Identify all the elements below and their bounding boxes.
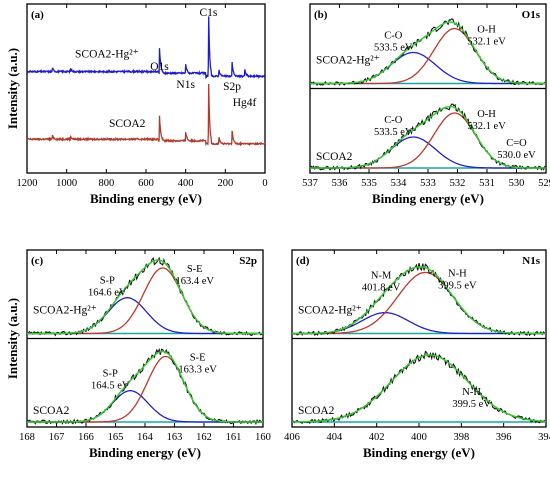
peak-label: N-H: [462, 387, 481, 398]
fit-component: [27, 267, 263, 335]
peak-label: N-H: [448, 268, 467, 279]
peak-label: O-H: [477, 25, 496, 36]
series-label: SCOA2: [109, 118, 146, 130]
x-tick-label: 1200: [17, 178, 38, 189]
x-tick-label: 396: [496, 432, 512, 443]
sample-label: SCOA2-Hg²⁺: [298, 305, 362, 317]
x-tick-label: 400: [178, 178, 194, 189]
x-tick-label: 200: [217, 178, 233, 189]
x-tick-label: 533: [420, 178, 436, 189]
sample-label: SCOA2-Hg²⁺: [316, 55, 380, 67]
fit-envelope: [27, 259, 263, 335]
x-tick-label: 530: [509, 178, 525, 189]
peak-energy: 399.5 eV: [438, 280, 477, 291]
region-label: N1s: [522, 255, 540, 267]
panel-label: (b): [314, 9, 328, 21]
region-label: S2p: [239, 255, 257, 267]
peak-energy: 530.0 eV: [497, 150, 536, 161]
peak-label: S-E: [190, 352, 206, 363]
peak-label: O-H: [477, 109, 496, 120]
x-tick-label: 534: [391, 178, 408, 189]
peak-label-c1s: C1s: [200, 7, 218, 19]
fit-envelope: [292, 266, 545, 335]
fit-envelope: [292, 354, 545, 423]
peak-label: C-O: [384, 115, 403, 126]
x-axis-label: Binding energy (eV): [90, 191, 202, 206]
x-tick-label: 168: [19, 432, 35, 443]
peak-energy: 164.5 eV: [91, 381, 130, 392]
peak-energy: 164.6 eV: [88, 288, 127, 299]
x-tick-label: 600: [138, 178, 154, 189]
raw-spectrum: [309, 18, 547, 86]
x-tick-label: 163: [167, 432, 183, 443]
x-tick-label: 160: [255, 432, 271, 443]
peak-label: C-O: [384, 30, 403, 41]
x-tick-label: 800: [98, 178, 114, 189]
x-tick-label: 161: [226, 432, 242, 443]
peak-energy: 533.5 eV: [374, 127, 413, 138]
panel-3: 406 404 402 400 398 396 394 Binding energy (eV)…: [284, 249, 550, 460]
panel-0: 1200 1000 800 600 400 200 0 Binding energy (eV)…: [5, 3, 268, 206]
x-axis-label: Binding energy (eV): [363, 445, 475, 460]
x-tick-label: 406: [284, 432, 300, 443]
sample-label: SCOA2-Hg²⁺: [33, 305, 97, 317]
sample-label: SCOA2: [298, 405, 335, 417]
fit-envelope: [27, 350, 263, 423]
peak-energy: 163.4 eV: [175, 276, 214, 287]
region-label: O1s: [522, 9, 541, 21]
peak-label-o1s: O1s: [150, 61, 169, 73]
peak-label: S-P: [100, 276, 115, 287]
peak-energy: 401.8 eV: [362, 283, 401, 294]
fit-component: [292, 271, 545, 335]
sample-label: SCOA2: [33, 405, 70, 417]
peak-energy: 532.1 eV: [467, 121, 506, 132]
x-tick-label: 537: [302, 178, 318, 189]
x-axis-label: Binding energy (eV): [89, 445, 201, 460]
peak-label: S-E: [187, 264, 203, 275]
peak-energy: 532.1 eV: [467, 37, 506, 48]
peak-label: C=O: [506, 138, 527, 149]
peak-label-hg4f: Hg4f: [233, 97, 257, 109]
x-tick-label: 532: [450, 178, 466, 189]
panel-label: (d): [296, 255, 310, 267]
peak-energy: 533.5 eV: [374, 42, 413, 53]
x-axis-label: Binding energy (eV): [372, 191, 484, 206]
x-tick-label: 1000: [56, 178, 77, 189]
x-tick-label: 402: [369, 432, 385, 443]
y-axis-label: Intensity (a.u.): [5, 298, 20, 379]
peak-energy: 163.3 eV: [178, 364, 217, 375]
x-tick-label: 167: [49, 432, 65, 443]
panel-label: (c): [31, 255, 44, 267]
x-tick-label: 164: [137, 432, 154, 443]
peak-label-s2p: S2p: [223, 81, 241, 93]
panel-1: 537 536 535 534 533 532 531 530 529 Binding energ…: [302, 3, 550, 206]
panel-label: (a): [31, 9, 44, 21]
x-tick-label: 394: [538, 432, 550, 443]
x-tick-label: 529: [538, 178, 550, 189]
x-tick-label: 165: [108, 432, 124, 443]
fit-envelope: [310, 105, 546, 169]
series-line: [26, 16, 266, 80]
x-tick-label: 531: [479, 178, 495, 189]
panel-2: 168 167 166 165 164 163 162 161 160 Binding energ…: [5, 249, 271, 460]
peak-label-n1s: N1s: [176, 79, 195, 91]
x-tick-label: 0: [262, 178, 267, 189]
x-tick-label: 398: [453, 432, 469, 443]
peak-label: S-P: [103, 369, 118, 380]
peak-label: N-M: [371, 271, 392, 282]
y-axis-label: Intensity (a.u.): [5, 48, 20, 129]
raw-spectrum: [26, 256, 264, 337]
series-line: [26, 83, 266, 147]
x-tick-label: 536: [332, 178, 348, 189]
x-tick-label: 162: [196, 432, 212, 443]
x-tick-label: 404: [326, 432, 343, 443]
peak-energy: 399.5 eV: [452, 399, 491, 410]
x-tick-label: 166: [78, 432, 94, 443]
x-tick-label: 535: [361, 178, 377, 189]
series-label: SCOA2-Hg²⁺: [75, 49, 139, 61]
fit-envelope: [310, 21, 546, 85]
x-tick-label: 400: [411, 432, 427, 443]
sample-label: SCOA2: [316, 151, 353, 163]
